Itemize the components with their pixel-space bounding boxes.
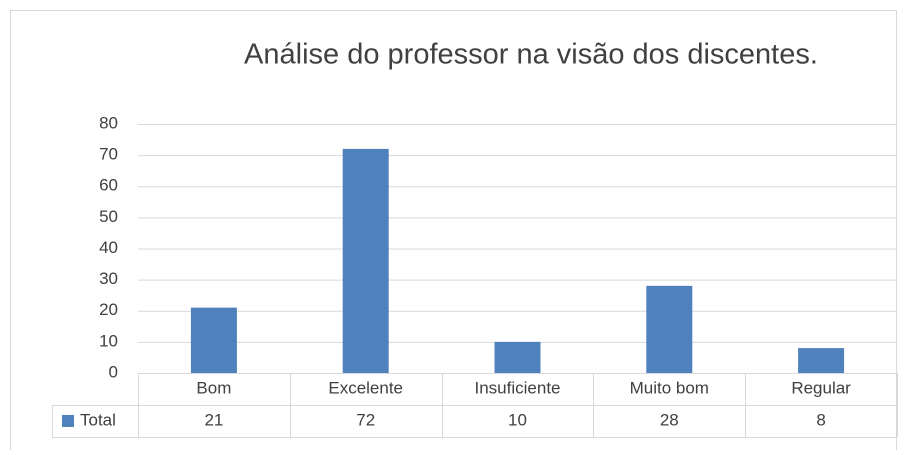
- table-value: 28: [660, 410, 679, 429]
- y-tick-label: 30: [99, 269, 118, 288]
- table-value: 72: [356, 410, 375, 429]
- x-tick-label: Regular: [791, 378, 851, 397]
- bar: [342, 148, 389, 373]
- y-tick-label: 20: [99, 300, 118, 319]
- x-tick-label: Excelente: [328, 378, 403, 397]
- bar: [646, 285, 693, 373]
- legend-swatch: [62, 415, 74, 427]
- x-tick-label: Bom: [196, 378, 231, 397]
- x-tick-label: Muito bom: [630, 378, 709, 397]
- table-value: 21: [204, 410, 223, 429]
- y-tick-label: 60: [99, 176, 118, 195]
- table-value: 10: [508, 410, 527, 429]
- y-tick-label: 70: [99, 145, 118, 164]
- bar: [190, 307, 237, 373]
- chart-border: [10, 10, 897, 455]
- y-tick-label: 10: [99, 331, 118, 350]
- y-tick-label: 50: [99, 207, 118, 226]
- x-tick-label: Insuficiente: [475, 378, 561, 397]
- legend-label: Total: [80, 410, 116, 429]
- bar: [494, 341, 541, 373]
- bar: [798, 348, 845, 373]
- y-tick-label: 80: [99, 113, 118, 132]
- y-tick-label: 0: [109, 362, 118, 381]
- y-tick-label: 40: [99, 238, 118, 257]
- table-value: 8: [816, 410, 825, 429]
- chart-title: Análise do professor na visão dos discen…: [244, 39, 818, 71]
